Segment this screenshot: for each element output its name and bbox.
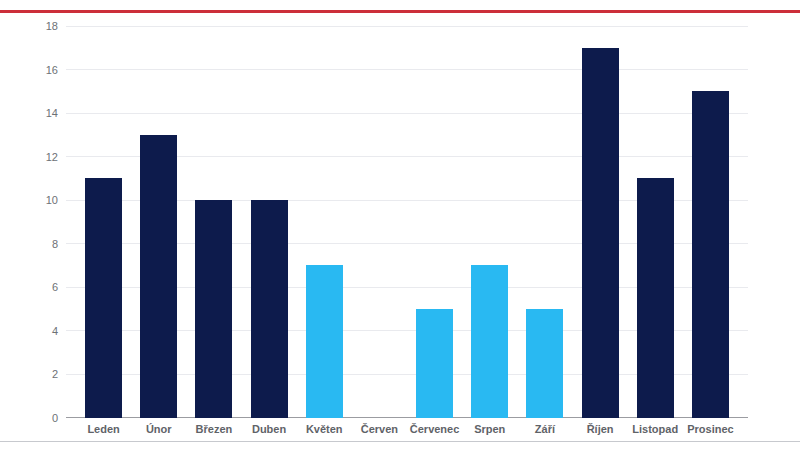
bar-chart: 0 2 4 6 8 10 12 14 16 18 LedenÚnorBřezenDubenKvěte… [0, 0, 800, 449]
bar[interactable] [85, 178, 122, 417]
y-tick-label: 16 [0, 63, 58, 77]
y-tick-label: 0 [0, 411, 58, 425]
bar[interactable] [526, 309, 563, 418]
x-tick-label: Prosinec [683, 422, 738, 436]
y-tick-label: 6 [0, 280, 58, 294]
y-tick-label: 18 [0, 19, 58, 33]
x-tick-label: Listopad [628, 422, 683, 436]
bar[interactable] [471, 265, 508, 417]
x-tick-label: Říjen [573, 422, 628, 436]
bar[interactable] [416, 309, 453, 418]
x-tick-label: Březen [186, 422, 241, 436]
x-tick-label: Červen [352, 422, 407, 436]
x-tick-label: Červenec [407, 422, 462, 436]
x-tick-label: Září [517, 422, 572, 436]
gridline [66, 69, 748, 70]
bar[interactable] [306, 265, 343, 417]
bar[interactable] [140, 135, 177, 418]
x-tick-label: Duben [242, 422, 297, 436]
y-tick-label: 12 [0, 150, 58, 164]
x-tick-label: Květen [297, 422, 352, 436]
bottom-divider [0, 441, 800, 442]
y-tick-label: 4 [0, 324, 58, 338]
y-tick-label: 14 [0, 106, 58, 120]
bar[interactable] [637, 178, 674, 417]
y-tick-label: 2 [0, 367, 58, 381]
x-tick-label: Srpen [462, 422, 517, 436]
bar[interactable] [251, 200, 288, 418]
bar[interactable] [692, 91, 729, 417]
gridline [66, 113, 748, 114]
x-tick-label: Leden [76, 422, 131, 436]
bar[interactable] [582, 48, 619, 418]
bar[interactable] [195, 200, 232, 418]
x-tick-label: Únor [131, 422, 186, 436]
gridline [66, 26, 748, 27]
chart-screen: 0 2 4 6 8 10 12 14 16 18 LedenÚnorBřezenDubenKvěte… [0, 0, 800, 449]
y-tick-label: 8 [0, 237, 58, 251]
y-tick-label: 10 [0, 193, 58, 207]
